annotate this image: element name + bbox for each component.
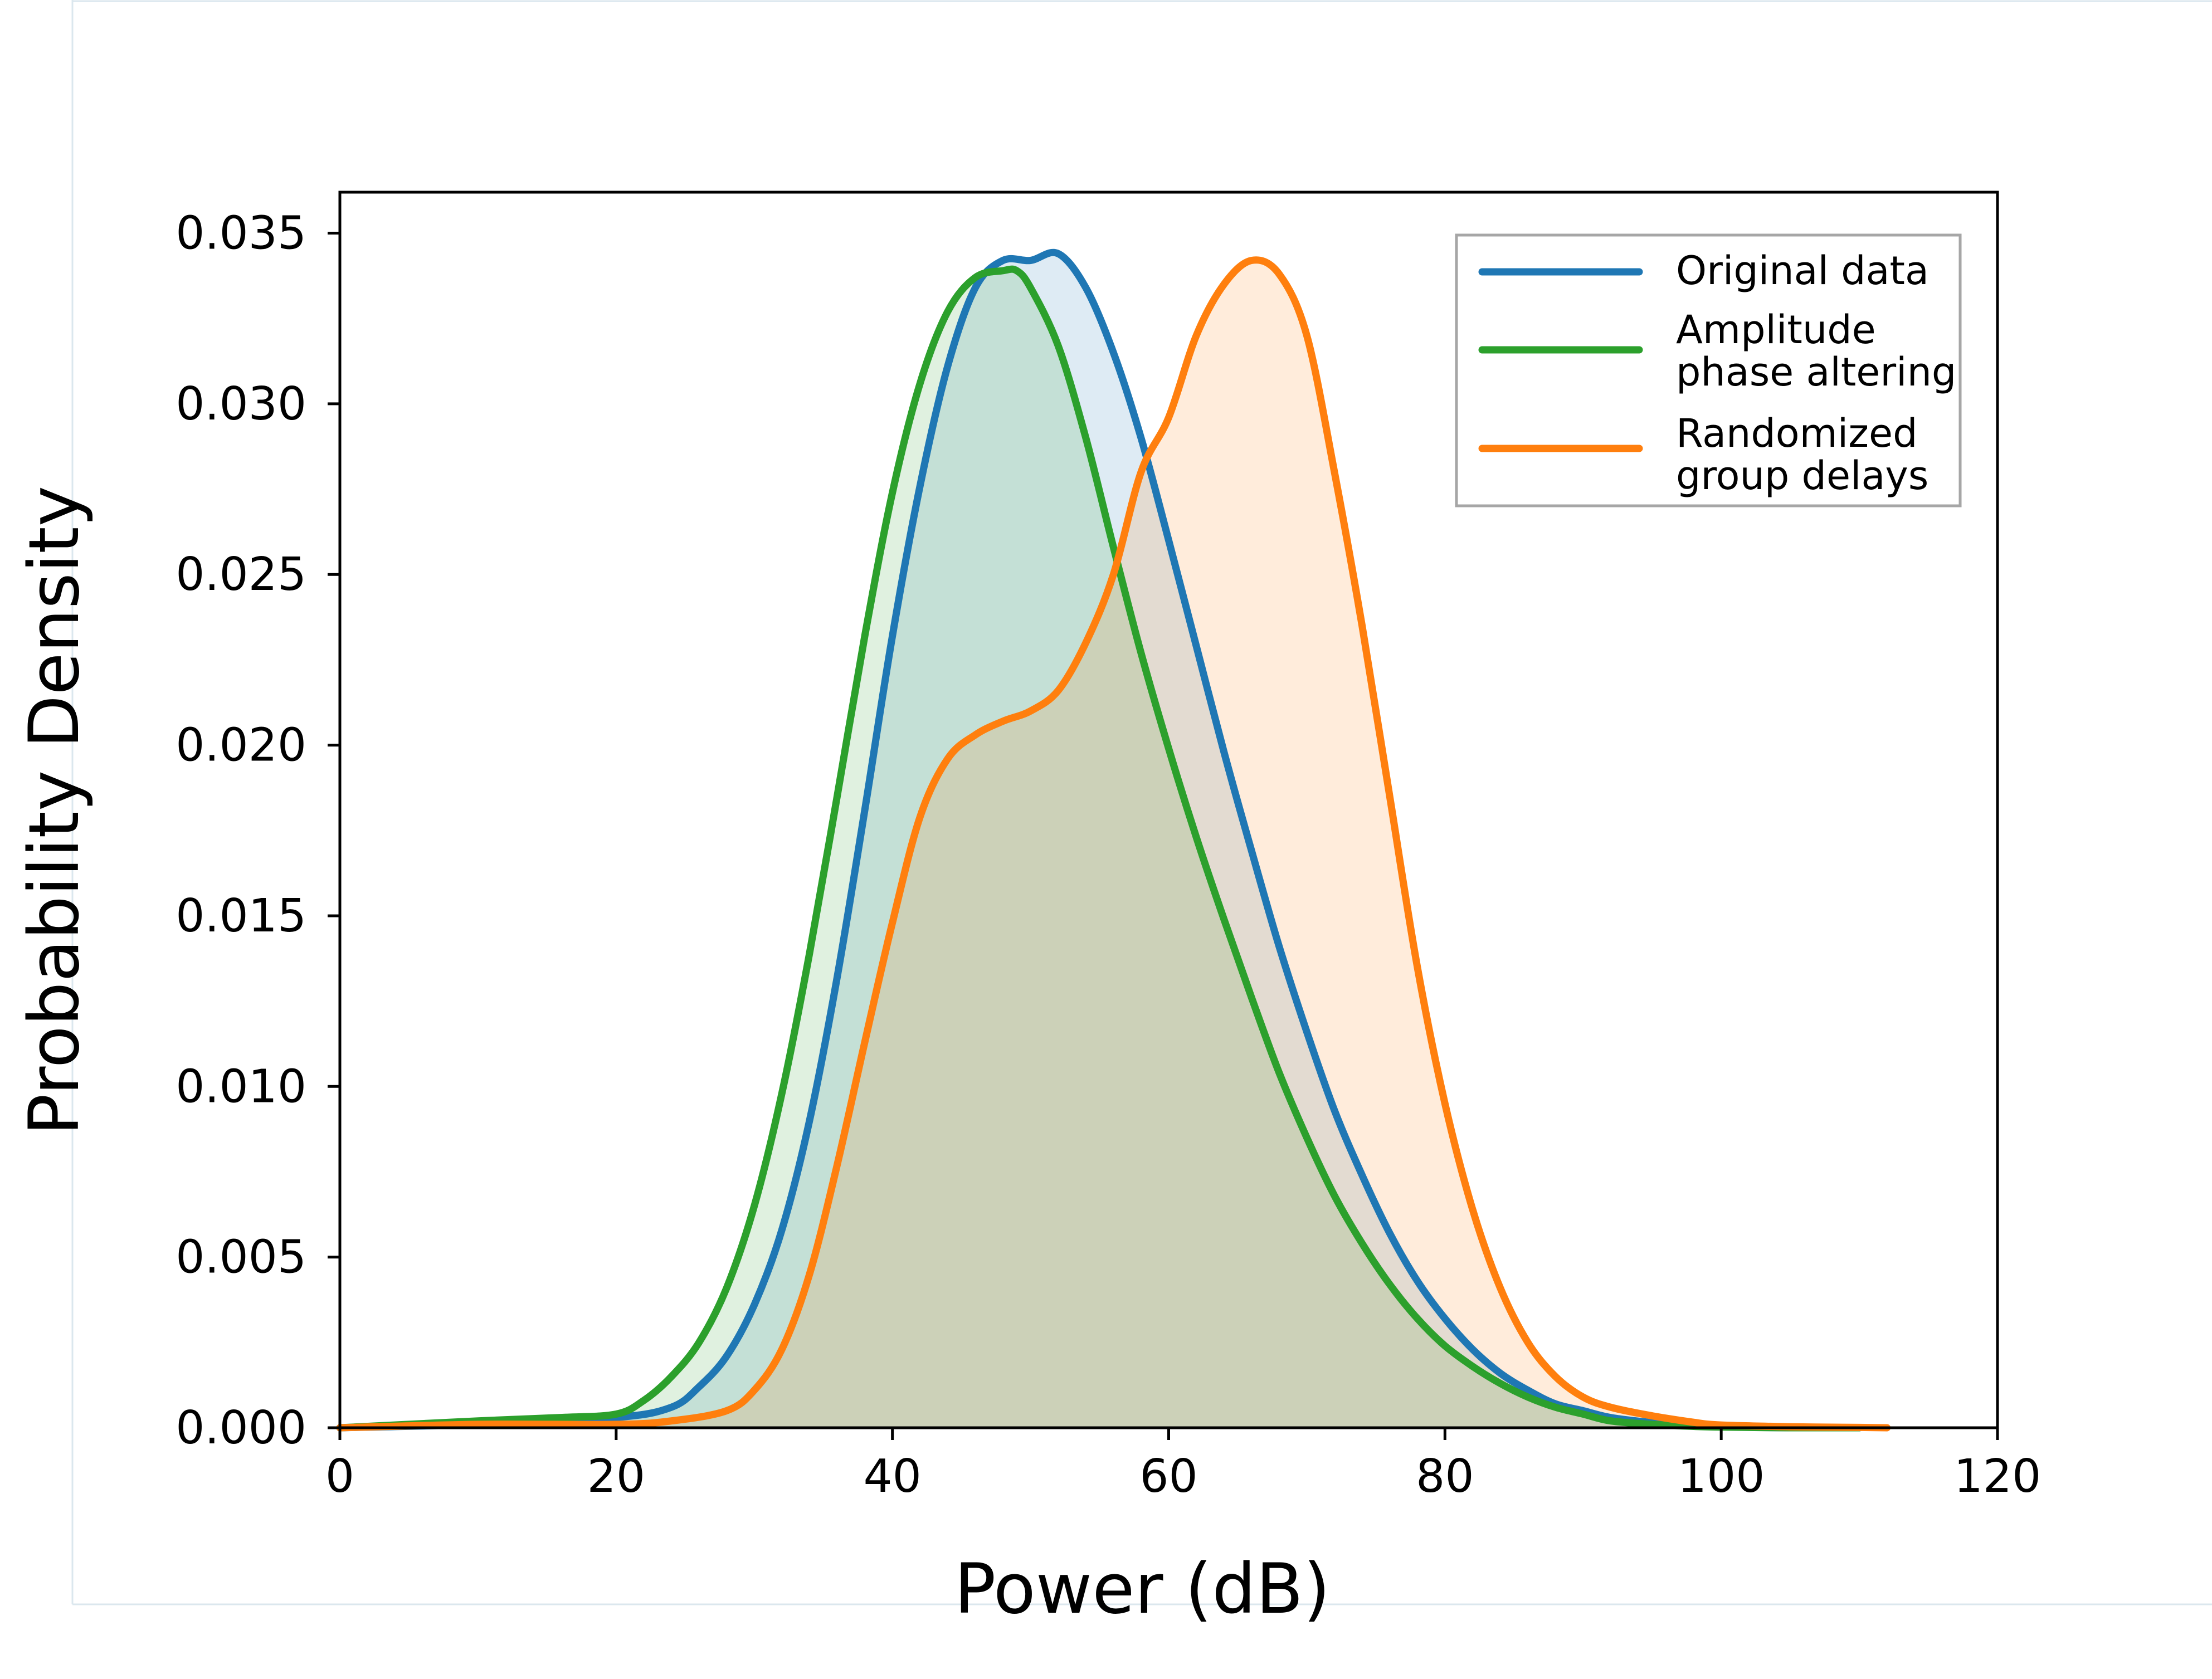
y-tick-label-0.005: 0.005: [176, 1231, 306, 1284]
x-tick-label-20: 20: [587, 1450, 645, 1503]
series-fill-randomized-group-delays: [340, 260, 1887, 1428]
legend-label-original-data: Original data: [1676, 248, 1929, 294]
x-tick-label-60: 60: [1139, 1450, 1197, 1503]
legend-label-phase-altering: phase altering: [1676, 349, 1956, 395]
x-tick-label-120: 120: [1954, 1450, 2042, 1503]
y-axis: 0.000 0.005 0.010 0.015 0.020 0.025 0.030 0.035: [176, 207, 340, 1455]
legend-label-randomized: Randomized: [1676, 411, 1918, 456]
series-line-amplitude-phase-altering: [336, 265, 1863, 1432]
series-line-randomized-group-delays: [336, 256, 1891, 1432]
y-axis-title: Probability Density: [14, 486, 95, 1135]
y-tick-label-0.020: 0.020: [176, 719, 306, 772]
y-tick-label-0.010: 0.010: [176, 1060, 306, 1113]
y-tick-label-0.030: 0.030: [176, 378, 306, 431]
x-tick-label-100: 100: [1678, 1450, 1765, 1503]
y-tick-label-0.000: 0.000: [176, 1402, 306, 1455]
series-fill-amplitude-phase-altering: [340, 269, 1860, 1428]
y-tick-label-0.015: 0.015: [176, 890, 306, 943]
series-fill-original-data: [340, 252, 1860, 1428]
x-tick-label-0: 0: [325, 1450, 354, 1503]
legend-label-group-delays: group delays: [1676, 453, 1928, 499]
y-tick-label-0.035: 0.035: [176, 207, 306, 260]
x-tick-label-80: 80: [1416, 1450, 1474, 1503]
series-lines: [336, 248, 1891, 1432]
legend: Original data Amplitude phase altering R…: [1455, 233, 1962, 507]
legend-label-amplitude: Amplitude: [1676, 307, 1876, 353]
legend-box: [1455, 233, 1962, 507]
x-axis-title: Power (dB): [954, 1549, 1331, 1629]
x-axis: 0 20 40 60 80 100 120: [325, 1428, 2041, 1503]
series-fills: [340, 252, 1887, 1428]
series-line-original-data: [336, 248, 1863, 1432]
y-tick-label-0.025: 0.025: [176, 548, 306, 601]
x-tick-label-40: 40: [863, 1450, 921, 1503]
